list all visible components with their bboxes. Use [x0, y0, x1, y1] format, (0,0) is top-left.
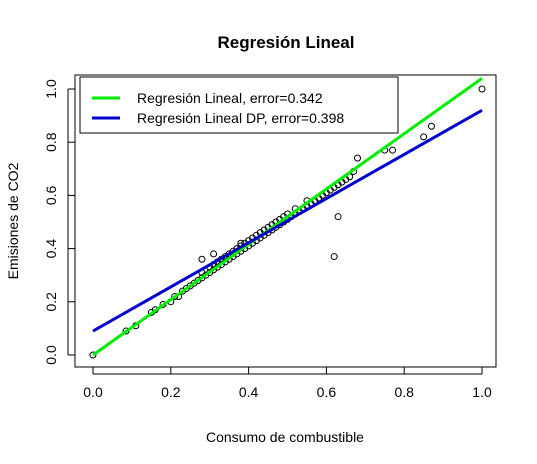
data-point [389, 146, 397, 154]
chart-title: Regresión Lineal [218, 33, 355, 52]
y-tick-label: 0.4 [43, 239, 59, 259]
data-point [420, 133, 428, 141]
data-point [210, 250, 218, 258]
y-tick-label: 0.2 [43, 292, 59, 312]
x-tick-label: 0.8 [394, 384, 414, 400]
data-point [478, 85, 486, 93]
y-tick-label: 0.6 [43, 185, 59, 205]
x-tick-label: 0.6 [317, 384, 337, 400]
y-tick-label: 0.0 [43, 345, 59, 365]
y-tick-label: 1.0 [43, 79, 59, 99]
x-tick-label: 0.4 [239, 384, 259, 400]
y-tick-label: 0.8 [43, 132, 59, 152]
regression-line [92, 77, 483, 357]
data-point [89, 351, 97, 359]
axes: 0.0 0.2 0.4 0.6 0.8 1.0 0.0 0.2 0.4 0.6 0.8 1.0 [43, 79, 492, 400]
x-axis-label: Consumo de combustible [206, 429, 364, 445]
x-tick-label: 1.0 [472, 384, 492, 400]
data-point [334, 213, 342, 221]
y-axis-label: Emisiones de CO2 [5, 162, 21, 279]
legend: Regresión Lineal, error=0.342 Regresión … [79, 76, 399, 134]
legend-entry-blue: Regresión Lineal DP, error=0.398 [137, 110, 344, 126]
regression-lines [92, 77, 483, 357]
x-tick-label: 0.2 [161, 384, 181, 400]
data-point [427, 122, 435, 130]
regression-line [92, 108, 483, 333]
x-tick-label: 0.0 [83, 384, 103, 400]
legend-entry-green: Regresión Lineal, error=0.342 [137, 90, 323, 106]
plot-frame [74, 74, 497, 368]
data-point [198, 255, 206, 263]
legend-box [79, 76, 399, 134]
data-point [330, 253, 338, 261]
data-point [354, 154, 362, 162]
